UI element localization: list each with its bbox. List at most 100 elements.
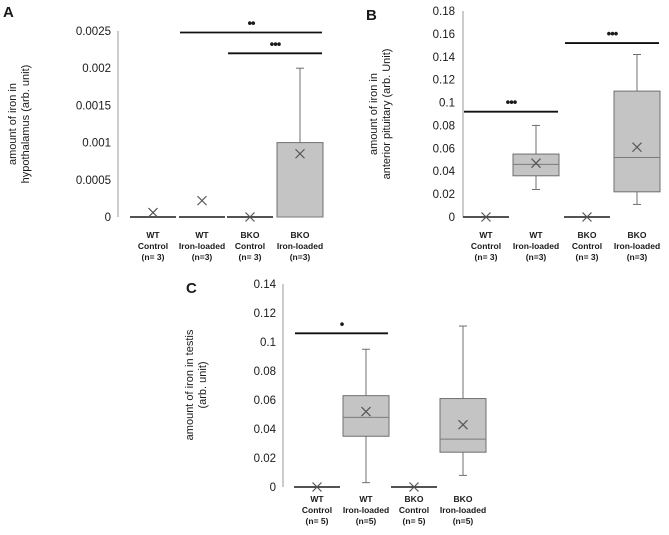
mean-marker — [312, 482, 322, 492]
y-tick-label: 0.02 — [254, 453, 276, 465]
category-label-line: WT — [359, 494, 373, 504]
category-label-line: Iron-loaded — [440, 505, 486, 515]
category-label-line: (n=5) — [453, 516, 474, 526]
category-label-line: Iron-loaded — [277, 241, 323, 251]
y-tick-label: 0 — [105, 212, 111, 224]
category-label-line: (n=3) — [192, 252, 213, 262]
panel-b: B 0 0.02 0.04 0.06 0.08 0.1 0.12 0.14 0.16 0.18 amo… — [366, 6, 661, 262]
box-body — [276, 142, 324, 218]
category-label-line: BKO — [405, 494, 424, 504]
category-label-line: Control — [399, 505, 429, 515]
y-tick-label: 0.14 — [254, 279, 277, 291]
category-label-line: (n=3) — [526, 252, 547, 262]
y-axis-label-line: amount of iron in — [368, 73, 380, 155]
box-1 — [130, 207, 176, 218]
category-label-line: (n= 3) — [239, 252, 262, 262]
box-2 — [179, 195, 225, 218]
category-label-line: Iron-loaded — [614, 241, 660, 251]
box-body — [512, 153, 560, 177]
category-label-line: WT — [195, 230, 209, 240]
y-tick-label: 0 — [449, 212, 455, 224]
box-3 — [227, 212, 273, 222]
panel-c: C 0 0.02 0.04 0.06 0.08 0.1 0.12 0.14 amount of i… — [184, 279, 487, 526]
y-tick-label: 0.04 — [254, 424, 277, 436]
y-axis-label-line: hypothalamus (arb. unit) — [20, 65, 32, 184]
y-axis-label: amount of iron in testis(arb. unit) — [184, 329, 209, 440]
significance-marker: ••• — [270, 36, 282, 51]
panel-label: C — [186, 280, 197, 297]
mean-marker — [458, 419, 468, 430]
category-label-line: Control — [471, 241, 501, 251]
y-tick-label: 0.0015 — [76, 100, 111, 112]
box-1 — [294, 482, 340, 492]
box-4 — [276, 67, 324, 218]
mean-marker — [632, 142, 642, 153]
category-label-line: Control — [138, 241, 168, 251]
y-tick-label: 0.0005 — [76, 175, 111, 187]
y-tick-label: 0.001 — [82, 138, 111, 150]
y-tick-label: 0.06 — [433, 143, 455, 155]
category-label-line: Control — [235, 241, 265, 251]
y-tick-label: 0.04 — [433, 166, 456, 178]
panel-label: A — [3, 4, 14, 21]
mean-marker — [409, 482, 419, 492]
category-label-line: Iron-loaded — [179, 241, 225, 251]
box-body — [342, 395, 390, 437]
category-label-line: WT — [310, 494, 324, 504]
y-axis-label-line: anterior pituitary (arb. Unit) — [381, 49, 393, 180]
category-label-line: BKO — [454, 494, 473, 504]
y-tick-label: 0.12 — [254, 308, 276, 320]
mean-marker — [531, 158, 541, 169]
category-label-line: (n=5) — [356, 516, 377, 526]
category-label-line: WT — [529, 230, 543, 240]
category-label-line: (n= 3) — [576, 252, 599, 262]
category-label-line: (n=3) — [627, 252, 648, 262]
significance-marker: •• — [247, 15, 256, 30]
category-label-line: (n= 5) — [403, 516, 426, 526]
mean-marker — [197, 195, 207, 206]
box-1 — [463, 212, 509, 222]
box-4 — [613, 53, 661, 205]
y-tick-label: 0.08 — [433, 120, 455, 132]
category-label-line: Control — [302, 505, 332, 515]
category-label-line: BKO — [628, 230, 647, 240]
mean-marker — [481, 212, 491, 222]
y-axis-label: amount of iron inanterior pituitary (arb… — [368, 49, 393, 180]
y-tick-label: 0.08 — [254, 366, 276, 378]
significance-marker: • — [340, 316, 345, 331]
significance-marker: ••• — [607, 26, 619, 41]
y-tick-label: 0.1 — [439, 98, 455, 110]
category-label-line: (n= 3) — [475, 252, 498, 262]
box-4 — [439, 325, 487, 476]
y-tick-label: 0.16 — [433, 29, 455, 41]
mean-marker — [582, 212, 592, 222]
panel-label: B — [366, 7, 377, 24]
category-label-line: (n=3) — [290, 252, 311, 262]
category-label-line: Iron-loaded — [513, 241, 559, 251]
y-tick-label: 0.06 — [254, 395, 276, 407]
category-label-line: WT — [479, 230, 493, 240]
y-axis-label-line: amount of iron in — [7, 83, 19, 165]
category-label-line: Control — [572, 241, 602, 251]
y-tick-label: 0.1 — [260, 337, 276, 349]
y-tick-label: 0.14 — [433, 52, 456, 64]
mean-marker — [295, 148, 305, 159]
y-axis-label-line: (arb. unit) — [197, 361, 209, 408]
category-label-line: (n= 5) — [306, 516, 329, 526]
box-3 — [391, 482, 437, 492]
y-tick-label: 0.0025 — [76, 26, 111, 38]
category-label-line: Iron-loaded — [343, 505, 389, 515]
y-tick-label: 0 — [270, 482, 276, 494]
mean-marker — [245, 212, 255, 222]
box-2 — [512, 124, 560, 191]
category-label-line: BKO — [578, 230, 597, 240]
mean-marker — [148, 207, 158, 218]
y-tick-label: 0.12 — [433, 75, 455, 87]
category-label-line: BKO — [291, 230, 310, 240]
box-3 — [564, 212, 610, 222]
category-label-line: WT — [146, 230, 160, 240]
box-2 — [342, 348, 390, 484]
y-tick-label: 0.002 — [82, 63, 111, 75]
mean-marker — [361, 406, 371, 417]
